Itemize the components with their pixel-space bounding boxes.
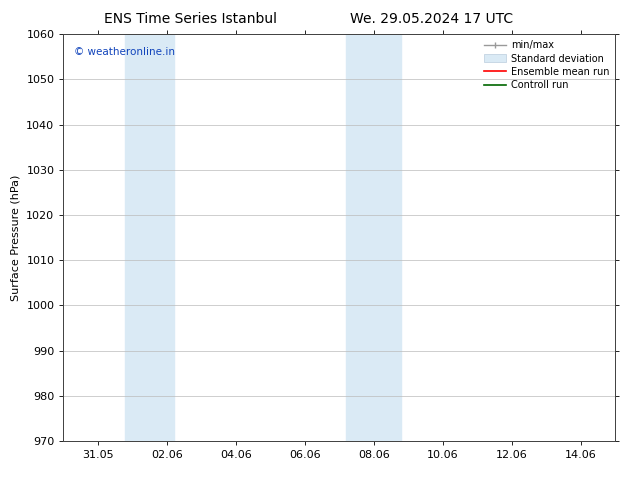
Bar bbox=[126, 34, 174, 441]
Text: We. 29.05.2024 17 UTC: We. 29.05.2024 17 UTC bbox=[349, 12, 513, 26]
Text: ENS Time Series Istanbul: ENS Time Series Istanbul bbox=[104, 12, 276, 26]
Bar bbox=[346, 34, 401, 441]
Legend: min/max, Standard deviation, Ensemble mean run, Controll run: min/max, Standard deviation, Ensemble me… bbox=[481, 36, 613, 94]
Text: © weatheronline.in: © weatheronline.in bbox=[74, 47, 176, 56]
Y-axis label: Surface Pressure (hPa): Surface Pressure (hPa) bbox=[11, 174, 21, 301]
